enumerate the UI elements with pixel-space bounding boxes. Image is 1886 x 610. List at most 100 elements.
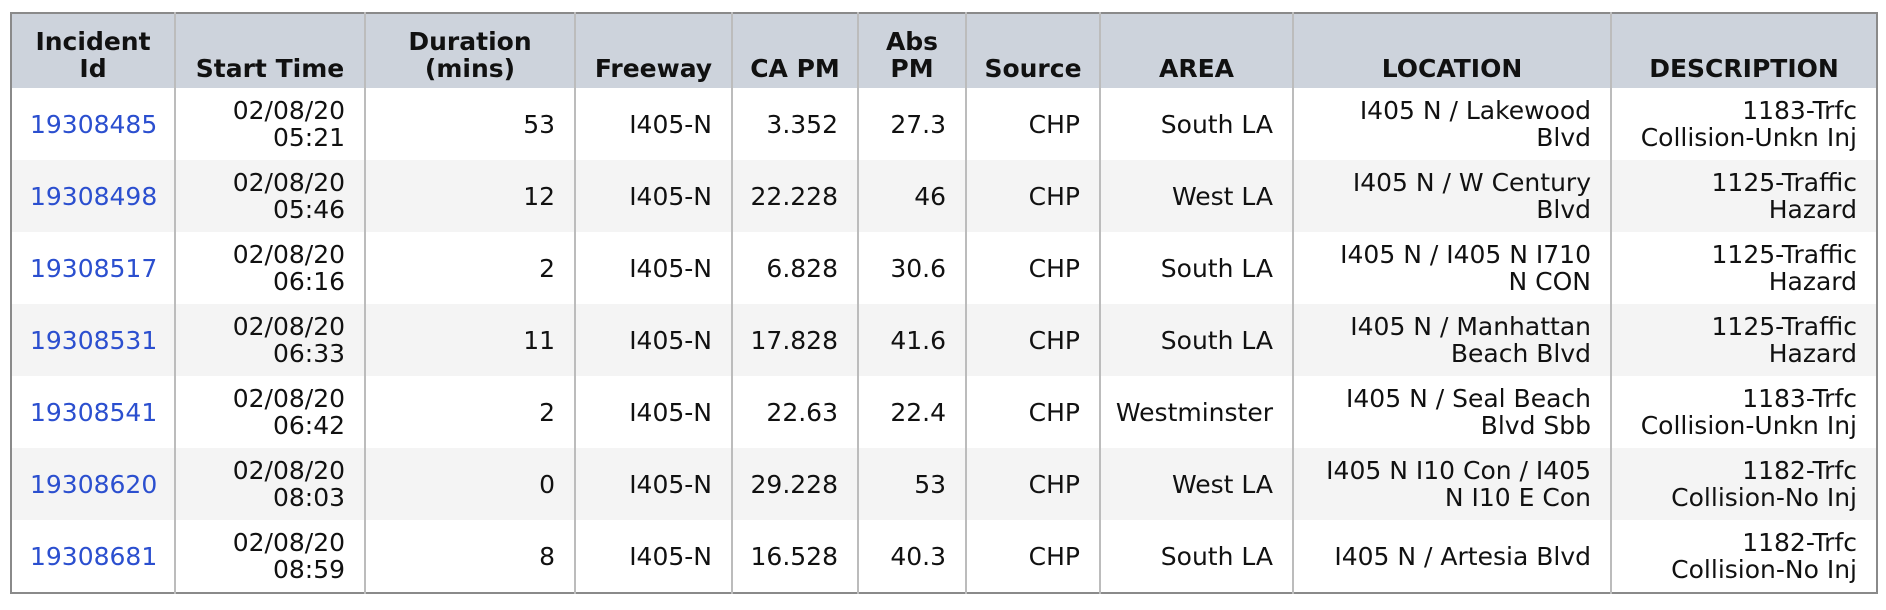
incident-id-link[interactable]: 19308620: [30, 469, 158, 499]
cell-abs-pm: 41.6: [857, 304, 966, 376]
cell-duration-line: 8: [539, 541, 555, 571]
cell-abs-pm: 22.4: [857, 376, 966, 448]
cell-ca-pm-line: 22.228: [750, 181, 838, 211]
cell-abs-pm: 46: [857, 160, 966, 232]
cell-description-line: Collision-Unkn Inj: [1640, 411, 1857, 440]
cell-duration-line: 53: [523, 109, 555, 139]
header-source[interactable]: Source: [965, 13, 1100, 88]
header-ca-pm[interactable]: CA PM: [731, 13, 858, 88]
cell-description: 1182-Trfc Collision-No Inj: [1610, 520, 1877, 593]
cell-start-time: 02/08/20 06:16: [174, 232, 365, 304]
header-description[interactable]: DESCRIPTION: [1610, 13, 1877, 88]
cell-description: 1125-Traffic Hazard: [1610, 160, 1877, 232]
cell-abs-pm: 40.3: [857, 520, 966, 593]
cell-area: South LA: [1099, 520, 1293, 593]
cell-start-time: 02/08/20 08:03: [174, 448, 365, 520]
cell-incident-id: 19308531: [11, 304, 175, 376]
cell-description: 1182-Trfc Collision-No Inj: [1610, 448, 1877, 520]
cell-incident-id: 19308541: [11, 376, 175, 448]
cell-abs-pm-line: 40.3: [890, 541, 946, 571]
header-incident-id[interactable]: Incident Id: [11, 13, 175, 88]
cell-incident-id: 19308517: [11, 232, 175, 304]
cell-source-line: CHP: [1028, 469, 1080, 499]
table-header-row: Incident Id Start Time Duration (mins) F…: [11, 13, 1877, 88]
cell-duration: 0: [364, 448, 575, 520]
header-area[interactable]: AREA: [1099, 13, 1293, 88]
cell-ca-pm: 22.228: [731, 160, 858, 232]
incident-id-link[interactable]: 19308485: [30, 109, 158, 139]
cell-location-line: N CON: [1508, 267, 1591, 296]
cell-description-line: 1125-Traffic: [1711, 240, 1857, 269]
cell-area-line: South LA: [1160, 541, 1273, 571]
cell-description-line: Collision-No Inj: [1671, 555, 1857, 584]
cell-duration-line: 2: [539, 253, 555, 283]
header-duration[interactable]: Duration (mins): [364, 13, 575, 88]
cell-start-time-line: 02/08/20: [232, 384, 345, 413]
cell-abs-pm-line: 30.6: [890, 253, 946, 283]
cell-duration: 12: [364, 160, 575, 232]
incident-id-link[interactable]: 19308681: [30, 541, 158, 571]
cell-area: West LA: [1099, 448, 1293, 520]
cell-ca-pm-line: 29.228: [750, 469, 838, 499]
cell-description-line: Hazard: [1768, 195, 1857, 224]
cell-freeway: I405-N: [574, 304, 732, 376]
cell-ca-pm-line: 3.352: [766, 109, 838, 139]
cell-source: CHP: [965, 520, 1100, 593]
cell-ca-pm-line: 6.828: [766, 253, 838, 283]
incident-id-link[interactable]: 19308517: [30, 253, 158, 283]
cell-start-time-line: 06:16: [272, 267, 345, 296]
cell-duration: 2: [364, 376, 575, 448]
cell-freeway: I405-N: [574, 160, 732, 232]
cell-location: I405 N / Artesia Blvd: [1292, 520, 1611, 593]
cell-description-line: 1125-Traffic: [1711, 168, 1857, 197]
cell-location-line: I405 N / Manhattan: [1350, 312, 1591, 341]
cell-ca-pm: 3.352: [731, 88, 858, 160]
cell-description-line: Hazard: [1768, 267, 1857, 296]
cell-area: South LA: [1099, 304, 1293, 376]
cell-description: 1125-Traffic Hazard: [1610, 304, 1877, 376]
cell-area: Westminster: [1099, 376, 1293, 448]
cell-location-line: I405 N / Seal Beach: [1346, 384, 1591, 413]
cell-start-time-line: 02/08/20: [232, 168, 345, 197]
cell-duration-line: 12: [523, 181, 555, 211]
cell-start-time: 02/08/20 08:59: [174, 520, 365, 593]
cell-start-time: 02/08/20 05:21: [174, 88, 365, 160]
cell-start-time-line: 06:42: [272, 411, 345, 440]
cell-description-line: 1182-Trfc: [1742, 456, 1857, 485]
cell-start-time-line: 08:03: [272, 483, 345, 512]
cell-duration: 11: [364, 304, 575, 376]
incident-id-link[interactable]: 19308531: [30, 325, 158, 355]
cell-freeway-line: I405-N: [629, 109, 712, 139]
cell-freeway-line: I405-N: [629, 541, 712, 571]
cell-location-line: I405 N I10 Con / I405: [1326, 456, 1591, 485]
cell-source-line: CHP: [1028, 325, 1080, 355]
cell-ca-pm: 16.528: [731, 520, 858, 593]
cell-source: CHP: [965, 304, 1100, 376]
header-start-time[interactable]: Start Time: [174, 13, 365, 88]
cell-location-line: Blvd: [1536, 123, 1591, 152]
cell-abs-pm: 27.3: [857, 88, 966, 160]
cell-description: 1125-Traffic Hazard: [1610, 232, 1877, 304]
cell-duration: 2: [364, 232, 575, 304]
cell-freeway-line: I405-N: [629, 325, 712, 355]
incident-id-link[interactable]: 19308541: [30, 397, 158, 427]
cell-start-time: 02/08/20 05:46: [174, 160, 365, 232]
cell-ca-pm-line: 16.528: [750, 541, 838, 571]
cell-description-line: Collision-No Inj: [1671, 483, 1857, 512]
cell-description-line: 1183-Trfc: [1742, 96, 1857, 125]
cell-location: I405 N / W Century Blvd: [1292, 160, 1611, 232]
cell-start-time-line: 05:21: [272, 123, 345, 152]
cell-source: CHP: [965, 232, 1100, 304]
table-row: 19308517 02/08/20 06:16 2 I405-N 6.828 30.6 CHP…: [11, 232, 1877, 304]
cell-area-line: South LA: [1160, 253, 1273, 283]
cell-start-time-line: 02/08/20: [232, 312, 345, 341]
cell-source: CHP: [965, 448, 1100, 520]
cell-abs-pm-line: 22.4: [890, 397, 946, 427]
incident-id-link[interactable]: 19308498: [30, 181, 158, 211]
cell-freeway-line: I405-N: [629, 181, 712, 211]
header-abs-pm[interactable]: Abs PM: [857, 13, 966, 88]
header-freeway[interactable]: Freeway: [574, 13, 732, 88]
header-location[interactable]: LOCATION: [1292, 13, 1611, 88]
cell-area-line: Westminster: [1115, 397, 1273, 427]
cell-description: 1183-Trfc Collision-Unkn Inj: [1610, 376, 1877, 448]
